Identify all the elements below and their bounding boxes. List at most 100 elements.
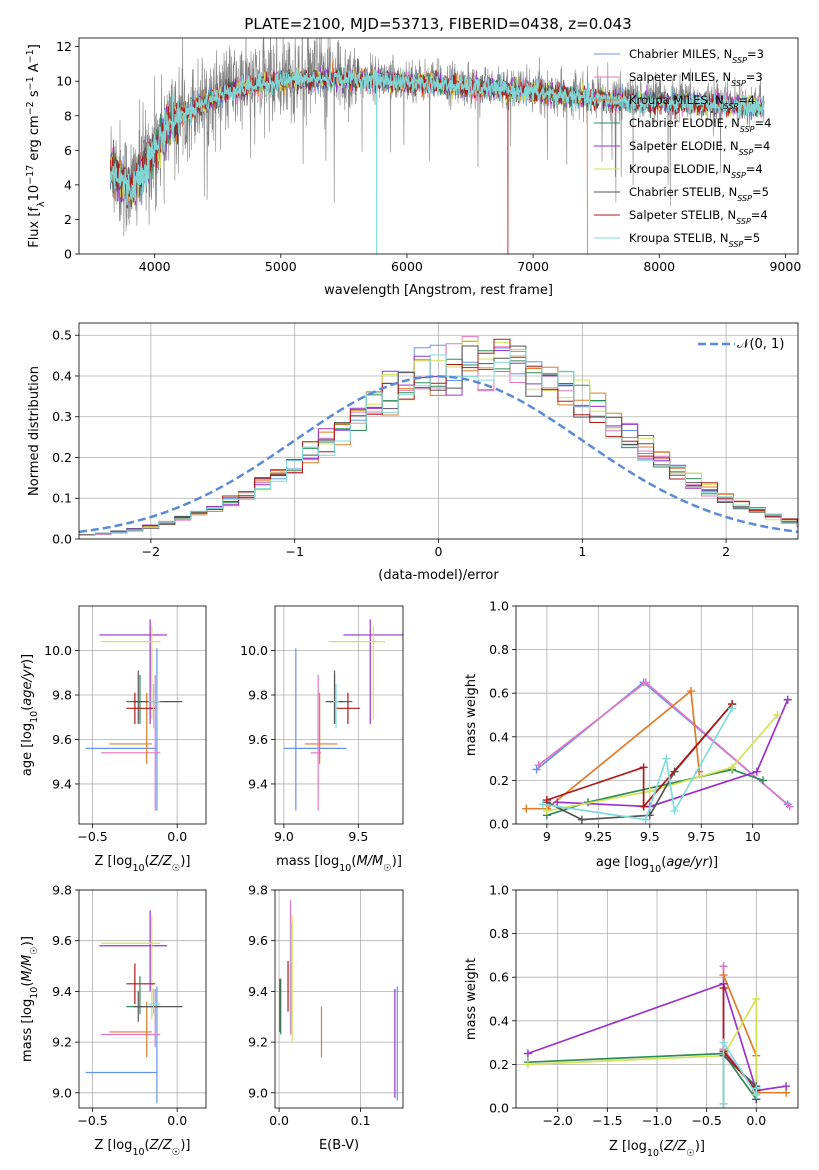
mass-vs-extinction-plot: 0.0 0.1 9.0 9.2 9.4 9.6 9.8 E(B-V) <box>248 883 404 1153</box>
weight-series-4 <box>527 982 787 1092</box>
weight_vs_Z-xtick-label: 0.0 <box>746 1113 766 1128</box>
spectrum-ylabel-part: erg cm <box>27 115 42 164</box>
mass_vs_Z-marks <box>85 910 183 1103</box>
legend-text: Kroupa MILES, N <box>629 93 724 107</box>
weight-marker-1 <box>719 962 728 971</box>
mass_vs_Z-ytick-label: 9.2 <box>52 1035 72 1050</box>
spectrum-ylabel-part: s <box>27 90 42 101</box>
weight-marker-4 <box>523 1049 532 1058</box>
mass_vs_ebv-grid <box>275 889 403 1108</box>
legend-entry-label: Salpeter ELODIE, NSSP=4 <box>629 139 770 157</box>
age_vs_Z-ylabel-part: age [log <box>20 723 35 776</box>
residual-histogram-0 <box>79 344 798 536</box>
residuals-ytick-label: 0.2 <box>52 450 72 465</box>
spectrum-marks <box>109 38 765 254</box>
weight-marker-7 <box>639 802 648 811</box>
spectrum-ylabel-part: 10 <box>27 185 42 202</box>
age_vs_Z-ylabel-part: 10 <box>29 711 40 723</box>
weight_vs_age-ytick-label: 1.0 <box>489 599 509 614</box>
mass_vs_ebv-ytick-label: 9.6 <box>248 933 268 948</box>
age_vs_Z-axes: −0.5 0.0 9.4 9.6 9.8 10.0 <box>44 605 207 844</box>
weight-marker-5 <box>773 711 782 719</box>
weight-marker-2 <box>522 804 531 813</box>
spectrum-ylabel-part: Flux [f <box>27 207 42 248</box>
residual-histogram-6 <box>79 345 798 536</box>
age_vs_Z-frame <box>78 605 207 825</box>
residuals-ylabel: Normed distribution <box>27 366 42 496</box>
spectrum-xlabel: wavelength [Angstrom, rest frame] <box>324 283 553 298</box>
age_vs_Z-ytick-label: 9.6 <box>52 732 72 747</box>
weight-marker-5 <box>752 995 761 1003</box>
model-spectrum-line-8 <box>109 65 765 254</box>
weight-marker-3 <box>759 776 768 785</box>
weight-series-2 <box>526 689 701 810</box>
mass_vs_Z-ytick-label: 9.8 <box>52 883 72 898</box>
age_vs_Z-xtick-label: 0.0 <box>167 829 187 844</box>
weight-marker-0 <box>532 765 541 774</box>
weight-marker-4 <box>553 798 562 807</box>
residuals-xlabel-part: (data-model)/error <box>378 568 499 583</box>
weight-series-4 <box>557 699 789 808</box>
age_vs_mass-xlabel-part: 10 <box>339 863 351 874</box>
mass_vs_Z-ylabel-part: mass [log <box>20 999 35 1062</box>
weight_vs_Z-ytick-label: 0.2 <box>489 1057 509 1072</box>
legend-entry-label: Salpeter MILES, NSSP=3 <box>629 70 763 88</box>
legend-sub: SSP <box>739 148 754 157</box>
residuals-ytick-label: 0.4 <box>52 368 72 383</box>
mass_vs_Z-xlabel-part: 10 <box>132 1147 144 1158</box>
age_vs_Z-xlabel: Z [log10(Z/Z☉)] <box>95 854 191 874</box>
weight_vs_Z-xlabel: Z [log10(Z/Z☉)] <box>609 1139 705 1159</box>
spectrum-ytick-label: 2 <box>64 212 72 227</box>
weight_vs_Z-xlabel-part: ( <box>659 1139 664 1154</box>
mass_vs_ebv-frame <box>274 889 404 1109</box>
legend-sub: SSP <box>736 217 751 226</box>
legend-sub: SSP <box>729 240 744 249</box>
age_vs_Z-xlabel-part: 10 <box>132 863 144 874</box>
weight_vs_Z-xlabel-part: )] <box>695 1139 705 1154</box>
residual-histogram-1 <box>79 336 798 536</box>
legend-text: Salpeter ELODIE, N <box>629 139 739 153</box>
weight_vs_age-xtick-label: 10 <box>745 829 761 844</box>
age_vs_Z-ylabel-part: )] <box>20 654 35 664</box>
residuals-ytick-label: 0.1 <box>52 491 72 506</box>
age_vs_Z-xlabel-part: Z/Z <box>149 854 173 869</box>
weight-marker-8 <box>641 815 650 824</box>
weight_vs_age-xtick-label: 9 <box>543 829 551 844</box>
residual-histogram-8 <box>79 348 798 536</box>
legend-sub: SSP <box>731 171 746 180</box>
legend-text: =4 <box>751 208 768 222</box>
legend-normal-label-part: 𝒩(0, 1) <box>737 337 784 352</box>
weight-marker-5 <box>728 763 737 772</box>
weight-marker-6 <box>577 815 586 824</box>
weight_vs_Z-axes: −2.0 −1.5 −1.0 −0.5 0.0 0.0 0.2 0.4 0.6 0.8 1.0 <box>489 883 799 1128</box>
age_vs_mass-xlabel-part: M/M <box>356 854 383 869</box>
spectrum-axes: 4000 5000 6000 7000 8000 9000 0 2 4 6 8 10 12 <box>56 37 801 274</box>
weight-marker-7 <box>719 984 728 993</box>
mass_vs_Z-xlabel-part: Z [log <box>95 1138 133 1153</box>
weight-vs-age-plot: 9 9.25 9.5 9.75 10 0.0 0.2 0.4 0.6 0.8 1.0 age [log… <box>464 599 799 875</box>
residuals-xlabel: (data-model)/error <box>378 568 499 583</box>
legend-text: =4 <box>746 162 763 176</box>
weight-marker-7 <box>639 763 648 772</box>
weight_vs_age-xtick-label: 9.5 <box>640 829 660 844</box>
legend-sub: SSP <box>737 194 752 203</box>
weight-marker-7 <box>542 796 551 805</box>
legend-normal-label: 𝒩(0, 1) <box>737 337 784 352</box>
age_vs_Z-ytick-label: 10.0 <box>44 643 72 658</box>
weight_vs_Z-xlabel-part: Z [log <box>609 1139 647 1154</box>
weight-series-2 <box>722 974 787 1094</box>
mass_vs_Z-xtick-label: 0.0 <box>167 1113 187 1128</box>
weight-marker-1 <box>641 678 650 687</box>
spectrum-xtick-label: 5000 <box>265 259 297 274</box>
weight_vs_age-marks <box>522 678 794 824</box>
legend-entry-label: Kroupa STELIB, NSSP=5 <box>629 231 760 249</box>
weight-marker-4 <box>752 767 761 776</box>
weight-marker-5 <box>523 1060 532 1069</box>
age_vs_mass-frame <box>274 605 404 825</box>
age_vs_mass-ytick-label: 10.0 <box>240 643 268 658</box>
age_vs_mass-axes: 9.0 9.5 9.4 9.6 9.8 10.0 <box>240 605 404 844</box>
weight_vs_Z-xlabel-part: 10 <box>647 1148 659 1159</box>
weight_vs_age-ytick-label: 0.0 <box>489 817 509 832</box>
residuals-xtick-label: 1 <box>578 544 586 559</box>
weight-vs-metallicity-plot: −2.0 −1.5 −1.0 −0.5 0.0 0.0 0.2 0.4 0.6 0.8 1.0 Z [… <box>464 883 799 1159</box>
